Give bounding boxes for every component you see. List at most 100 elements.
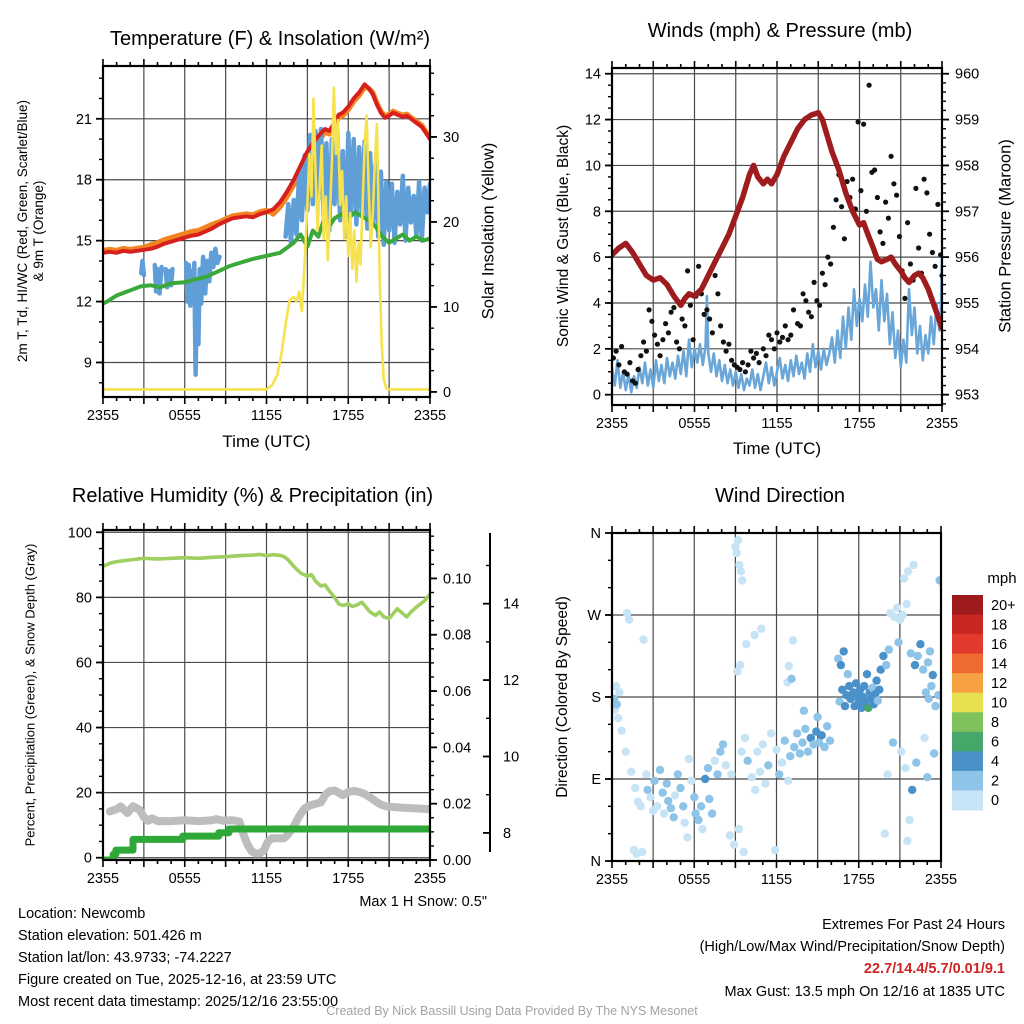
svg-text:2355: 2355	[596, 872, 628, 888]
svg-text:1155: 1155	[761, 416, 792, 432]
svg-text:4: 4	[593, 296, 601, 312]
temp-y-axis-label-line1: 2m T, Td, HI/WC (Red, Green, Scarlet/Blu…	[14, 99, 30, 363]
chart-title-wind-direction: Wind Direction	[714, 485, 846, 507]
svg-text:20: 20	[443, 215, 459, 231]
wind-x-axis-label: Time (UTC)	[732, 439, 822, 458]
svg-text:60: 60	[76, 655, 92, 671]
svg-text:2355: 2355	[414, 408, 446, 424]
footer-created: Figure created on Tue, 2025-12-16, at 23…	[18, 972, 337, 988]
svg-text:956: 956	[955, 250, 979, 266]
svg-text:12: 12	[503, 673, 519, 689]
svg-text:1155: 1155	[251, 871, 282, 887]
svg-text:957: 957	[955, 204, 979, 220]
svg-text:15: 15	[76, 234, 92, 250]
svg-text:954: 954	[955, 342, 979, 358]
humidity-y-axis-label: Percent, Precipitation (Green), & Snow D…	[22, 543, 38, 847]
temp-x-axis-label: Time (UTC)	[222, 432, 311, 451]
svg-text:2355: 2355	[87, 408, 119, 424]
svg-text:0: 0	[593, 388, 601, 404]
svg-text:1755: 1755	[843, 872, 875, 888]
svg-text:0.10: 0.10	[443, 571, 471, 587]
svg-text:958: 958	[955, 158, 979, 174]
svg-text:80: 80	[76, 590, 92, 606]
svg-text:14: 14	[503, 597, 519, 613]
svg-text:2355: 2355	[925, 872, 957, 888]
svg-text:14: 14	[585, 67, 601, 83]
svg-text:1755: 1755	[843, 416, 875, 432]
svg-text:40: 40	[76, 721, 92, 737]
svg-text:0.06: 0.06	[443, 684, 471, 700]
svg-text:18: 18	[76, 173, 92, 189]
svg-text:0: 0	[84, 851, 92, 867]
svg-text:955: 955	[955, 296, 979, 312]
svg-text:0.02: 0.02	[443, 797, 471, 813]
svg-text:1755: 1755	[332, 871, 364, 887]
svg-text:20+: 20+	[991, 598, 1016, 614]
svg-text:0555: 0555	[169, 408, 201, 424]
chart-title-humidity: Relative Humidity (%) & Precipitation (i…	[71, 485, 434, 507]
svg-text:2355: 2355	[87, 871, 119, 887]
svg-text:100: 100	[68, 525, 92, 541]
chart-title-winds: Winds (mph) & Pressure (mb)	[647, 20, 913, 42]
svg-text:1755: 1755	[332, 408, 364, 424]
svg-text:S: S	[591, 690, 601, 706]
svg-text:2355: 2355	[926, 416, 958, 432]
extremes-values: 22.7/14.4/5.7/0.01/9.1	[863, 961, 1005, 977]
svg-text:8: 8	[991, 715, 999, 731]
svg-text:953: 953	[955, 388, 979, 404]
svg-text:4: 4	[991, 754, 999, 770]
svg-text:20: 20	[76, 786, 92, 802]
svg-text:6: 6	[593, 250, 601, 266]
svg-text:960: 960	[955, 67, 979, 83]
temp-y-axis-label-line2: & 9m T (Orange)	[31, 180, 46, 282]
svg-text:6: 6	[991, 735, 999, 751]
max-snow-text: Max 1 H Snow: 0.5"	[359, 894, 487, 910]
temp-y-axis-label: 2m T, Td, HI/WC (Red, Green, Scarlet/Blu…	[15, 100, 47, 362]
svg-text:12: 12	[585, 113, 601, 129]
insolation-y-axis-label: Solar Insolation (Yellow)	[479, 142, 498, 320]
svg-text:W: W	[587, 608, 601, 624]
max-gust-text: Max Gust: 13.5 mph On 12/16 at 1835 UTC	[724, 984, 1005, 1000]
svg-text:E: E	[591, 772, 601, 788]
svg-text:1155: 1155	[761, 872, 792, 888]
svg-text:0.08: 0.08	[443, 628, 471, 644]
svg-text:10: 10	[991, 696, 1007, 712]
svg-text:0: 0	[991, 793, 999, 809]
svg-text:10: 10	[443, 300, 459, 316]
footer-timestamp: Most recent data timestamp: 2025/12/16 2…	[18, 994, 339, 1010]
direction-y-axis-label: Direction (Colored By Speed)	[554, 596, 571, 798]
pressure-y-axis-label: Station Pressure (Maroon)	[996, 139, 1015, 333]
svg-text:0.04: 0.04	[443, 740, 471, 756]
svg-text:2: 2	[991, 774, 999, 790]
svg-text:10: 10	[585, 158, 601, 174]
svg-text:8: 8	[503, 826, 511, 842]
svg-text:18: 18	[991, 617, 1007, 633]
svg-text:0555: 0555	[169, 871, 201, 887]
svg-text:959: 959	[955, 113, 979, 129]
svg-text:2355: 2355	[414, 871, 446, 887]
svg-text:0.00: 0.00	[443, 853, 471, 869]
svg-text:1155: 1155	[251, 408, 282, 424]
extremes-title: Extremes For Past 24 Hours	[822, 917, 1005, 933]
svg-text:N: N	[591, 854, 601, 870]
svg-text:0555: 0555	[678, 872, 710, 888]
svg-text:14: 14	[991, 656, 1007, 672]
credit-text: Created By Nick Bassill Using Data Provi…	[326, 1004, 698, 1018]
svg-text:30: 30	[443, 130, 459, 146]
footer-elevation: Station elevation: 501.426 m	[18, 928, 202, 944]
extremes-subtitle: (High/Low/Max Wind/Precipitation/Snow De…	[699, 939, 1005, 955]
colorbar-title: mph	[987, 570, 1017, 587]
svg-text:2: 2	[593, 342, 601, 358]
svg-text:2355: 2355	[596, 416, 628, 432]
svg-text:12: 12	[991, 676, 1007, 692]
svg-text:8: 8	[593, 204, 601, 220]
wind-y-axis-label: Sonic Wind & Gust (Blue, Black)	[555, 124, 572, 348]
svg-text:16: 16	[991, 637, 1007, 653]
svg-text:21: 21	[76, 112, 92, 128]
footer-latlon: Station lat/lon: 43.9733; -74.2227	[18, 950, 232, 966]
svg-text:9: 9	[84, 355, 92, 371]
chart-title-temperature: Temperature (F) & Insolation (W/m²)	[109, 28, 431, 50]
svg-text:0: 0	[443, 385, 451, 401]
